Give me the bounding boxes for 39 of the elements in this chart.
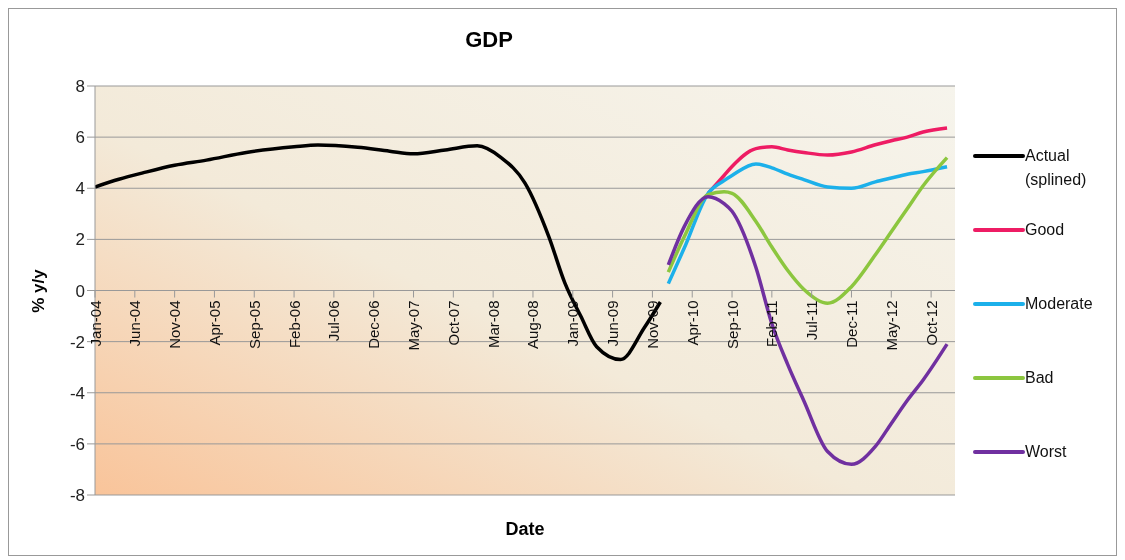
y-tick-label: -8 [69, 486, 85, 506]
x-tick-label: Dec-06 [365, 300, 383, 349]
x-tick-label: Oct-07 [444, 300, 462, 346]
y-tick-label: -6 [69, 434, 85, 454]
y-tick-label: 2 [75, 230, 85, 250]
legend-label: Worst [1025, 442, 1068, 462]
x-tick-label: Sep-10 [723, 300, 741, 349]
x-tick-label: Dec-11 [842, 300, 860, 348]
legend-label: Actual (splined) [1025, 146, 1088, 190]
y-tick-label: 0 [75, 281, 85, 301]
chart-title: GDP [464, 27, 514, 53]
x-tick-label: Jun-09 [604, 300, 622, 347]
x-axis-title: Date [504, 519, 546, 540]
y-tick-label: -4 [69, 383, 85, 403]
x-tick-label: Aug-08 [524, 300, 542, 349]
x-tick-label: Sep-05 [245, 300, 263, 349]
x-tick-label: Feb-11 [763, 300, 781, 347]
x-tick-label: Feb-06 [285, 300, 303, 349]
y-tick-label: 6 [75, 128, 85, 148]
x-tick-label: May-07 [405, 300, 423, 351]
x-tick-label: Oct-12 [922, 300, 940, 346]
legend-label: Good [1025, 220, 1066, 240]
x-tick-label: Nov-04 [166, 300, 184, 349]
y-tick-label: 4 [75, 179, 85, 199]
x-tick-label: Apr-10 [683, 300, 701, 346]
y-tick-label: 8 [75, 77, 85, 97]
x-tick-label: Jun-04 [126, 300, 144, 347]
x-tick-label: Apr-05 [205, 300, 223, 346]
x-tick-label: May-12 [882, 300, 900, 351]
x-tick-label: Jul-06 [325, 300, 343, 342]
y-axis-title: % y/y [29, 268, 49, 313]
x-tick-label: Mar-08 [484, 300, 502, 349]
legend-label: Bad [1025, 368, 1055, 388]
x-tick-label: Jan-04 [86, 300, 104, 347]
line-series [666, 194, 949, 467]
y-tick-label: -2 [69, 332, 85, 352]
x-tick-label: Jul-11 [803, 300, 821, 341]
legend-label: Moderate [1025, 294, 1094, 314]
line-series [666, 162, 949, 286]
